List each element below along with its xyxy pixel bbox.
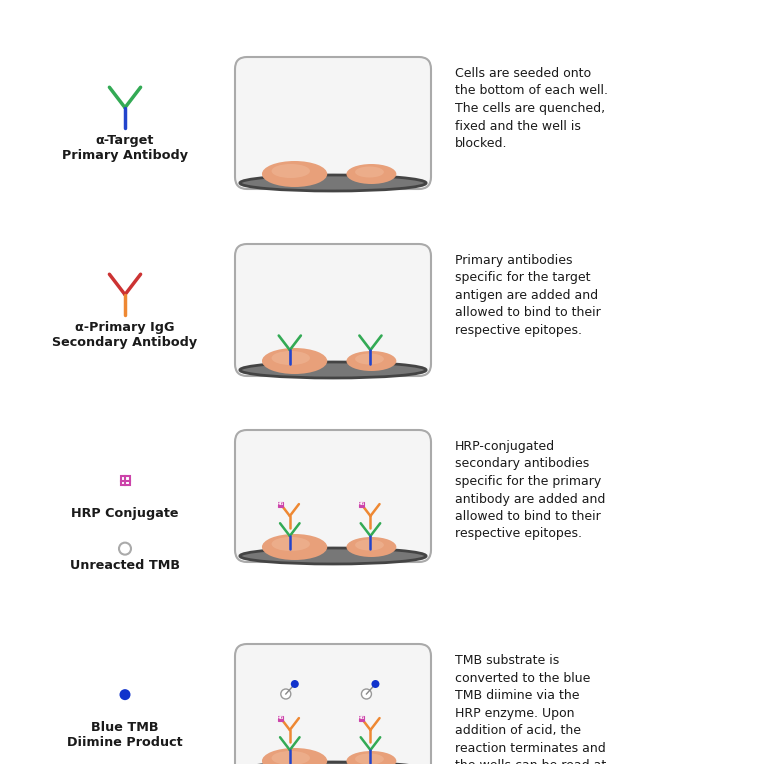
Text: Blue TMB
Diimine Product: Blue TMB Diimine Product xyxy=(67,720,183,749)
Circle shape xyxy=(361,689,371,699)
FancyBboxPatch shape xyxy=(235,644,431,764)
Ellipse shape xyxy=(262,348,327,374)
Bar xyxy=(278,502,283,507)
Circle shape xyxy=(281,689,291,699)
Text: Cells are seeded onto
the bottom of each well.
The cells are quenched,
fixed and: Cells are seeded onto the bottom of each… xyxy=(455,67,608,150)
Text: HRP-conjugated
secondary antibodies
specific for the primary
antibody are added : HRP-conjugated secondary antibodies spec… xyxy=(455,440,605,540)
Circle shape xyxy=(119,542,131,555)
Ellipse shape xyxy=(355,753,384,764)
Ellipse shape xyxy=(346,164,397,184)
Ellipse shape xyxy=(262,748,327,764)
Ellipse shape xyxy=(355,167,384,177)
Ellipse shape xyxy=(271,537,310,551)
Ellipse shape xyxy=(262,161,327,187)
Ellipse shape xyxy=(262,534,327,560)
Text: HG: HG xyxy=(277,502,284,506)
FancyBboxPatch shape xyxy=(235,430,431,562)
Text: HRP Conjugate: HRP Conjugate xyxy=(71,507,179,520)
Ellipse shape xyxy=(271,751,310,764)
Ellipse shape xyxy=(240,362,426,378)
Ellipse shape xyxy=(271,164,310,178)
Text: α-Target
Primary Antibody: α-Target Primary Antibody xyxy=(62,134,188,162)
Ellipse shape xyxy=(346,537,397,557)
Bar xyxy=(359,502,364,507)
Text: α-Primary IgG
Secondary Antibody: α-Primary IgG Secondary Antibody xyxy=(53,321,198,348)
Ellipse shape xyxy=(240,548,426,564)
Ellipse shape xyxy=(346,351,397,371)
Ellipse shape xyxy=(271,351,310,365)
Ellipse shape xyxy=(355,354,384,364)
Circle shape xyxy=(119,689,131,700)
Ellipse shape xyxy=(240,762,426,764)
Text: TMB substrate is
converted to the blue
TMB diimine via the
HRP enzyme. Upon
addi: TMB substrate is converted to the blue T… xyxy=(455,654,607,764)
Text: HG: HG xyxy=(358,502,365,506)
Bar xyxy=(121,476,130,485)
Circle shape xyxy=(291,680,299,688)
FancyBboxPatch shape xyxy=(235,244,431,376)
Text: HG: HG xyxy=(358,716,365,720)
Bar xyxy=(359,716,364,720)
Ellipse shape xyxy=(240,175,426,191)
Circle shape xyxy=(371,680,380,688)
Text: HG: HG xyxy=(277,716,284,720)
Ellipse shape xyxy=(346,751,397,764)
Ellipse shape xyxy=(355,539,384,551)
FancyBboxPatch shape xyxy=(235,57,431,189)
Text: Primary antibodies
specific for the target
antigen are added and
allowed to bind: Primary antibodies specific for the targ… xyxy=(455,254,601,337)
Bar xyxy=(278,716,283,720)
Text: Unreacted TMB: Unreacted TMB xyxy=(70,558,180,571)
